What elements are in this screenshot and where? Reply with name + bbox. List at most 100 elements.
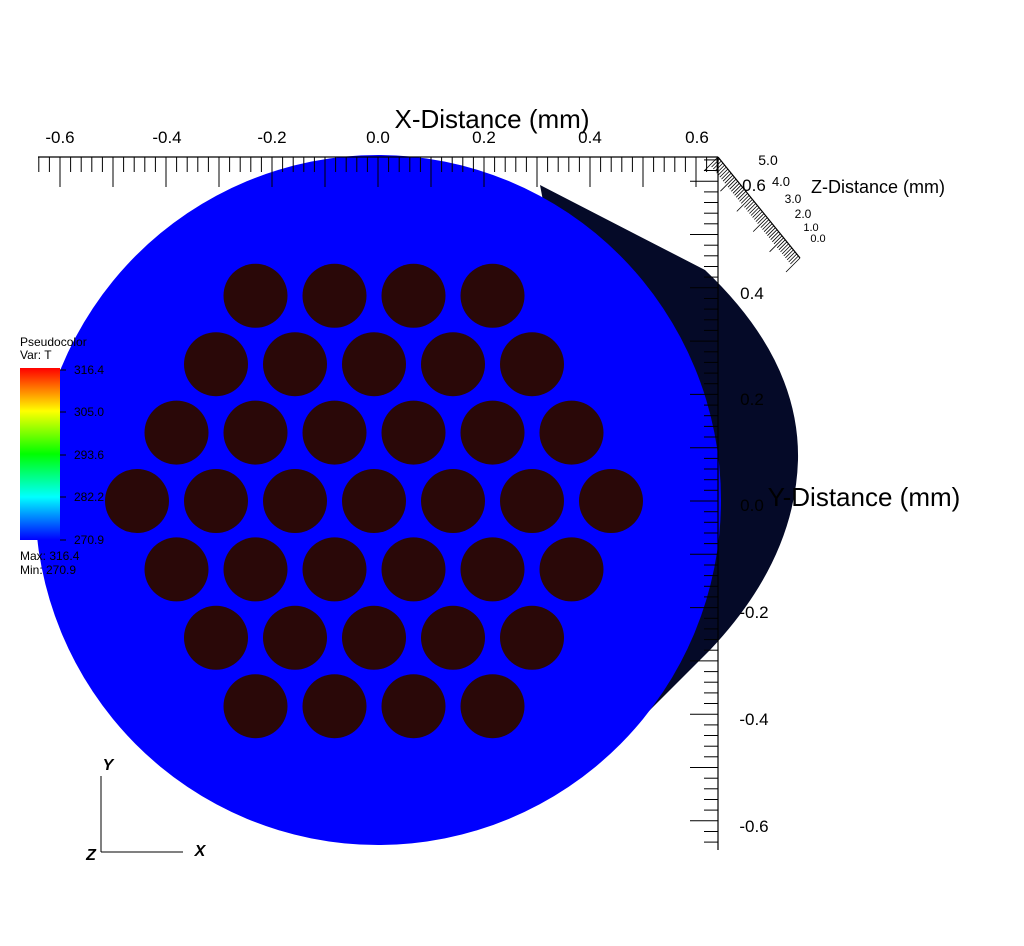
z-axis-tick — [724, 174, 734, 184]
z-axis-tick — [765, 225, 775, 234]
fiber-cross-section — [421, 605, 485, 670]
z-axis-tick — [722, 172, 732, 182]
z-axis-tick — [752, 217, 768, 232]
legend-plot-type: Pseudocolor — [20, 335, 87, 349]
legend-tick-label: 282.2 — [74, 490, 104, 504]
legend-min: Min: 270.9 — [20, 563, 76, 577]
z-axis-tick — [739, 193, 748, 202]
z-axis-tick — [727, 178, 737, 188]
z-tick-label: 4.0 — [772, 174, 790, 189]
x-tick-label: 0.2 — [472, 128, 496, 147]
z-axis-tick — [740, 195, 750, 204]
fiber-cross-section — [144, 537, 209, 602]
fiber-cross-section — [539, 537, 604, 602]
fiber-cross-section — [223, 674, 288, 739]
x-tick-label: -0.2 — [257, 128, 286, 147]
legend-tick-label: 305.0 — [74, 405, 104, 419]
z-axis-tick — [783, 247, 793, 257]
x-axis-ticks — [38, 157, 718, 187]
fiber-cross-section — [500, 605, 564, 670]
x-tick-label: 0.0 — [366, 128, 390, 147]
z-axis-tick — [713, 160, 722, 170]
x-axis-title: X-Distance (mm) — [394, 104, 589, 134]
fiber-cross-section — [184, 469, 248, 533]
z-axis-tick — [781, 245, 791, 255]
x-tick-label: 0.4 — [578, 128, 602, 147]
z-axis-tick — [788, 253, 797, 263]
fiber-cross-section — [342, 332, 406, 397]
z-axis-tick — [703, 156, 719, 172]
z-axis-tick — [750, 207, 760, 216]
z-axis-tick — [776, 239, 786, 249]
z-axis-tick — [734, 187, 743, 196]
fiber-cross-section — [381, 263, 446, 328]
fiber-cross-section — [381, 674, 446, 739]
triad-x-label: X — [194, 843, 207, 860]
fiber-cross-section — [223, 263, 288, 328]
fiber-cross-section — [460, 263, 525, 328]
z-tick-label: 0.0 — [810, 233, 825, 245]
fiber-cross-section — [500, 469, 564, 533]
z-tick-label: 3.0 — [785, 192, 802, 206]
y-tick-label: 0.4 — [740, 284, 764, 303]
z-axis-tick — [757, 215, 766, 224]
z-axis-tick — [720, 176, 735, 192]
z-axis-tick — [769, 237, 784, 253]
fiber-cross-section — [539, 400, 604, 465]
z-tick-label: 1.0 — [803, 222, 818, 234]
z-axis-tick — [752, 209, 761, 218]
fiber-cross-section — [500, 332, 564, 397]
fiber-cross-section — [263, 605, 327, 670]
y-tick-label: -0.2 — [739, 603, 768, 622]
fiber-cross-section — [460, 400, 525, 465]
z-axis-tick — [735, 189, 745, 198]
z-axis-tick — [770, 231, 779, 240]
fiber-cross-section — [421, 332, 485, 397]
z-axis-tick — [732, 185, 742, 194]
triad-y-label: Y — [103, 757, 115, 774]
z-axis-tick — [711, 158, 720, 168]
y-tick-label: -0.6 — [739, 817, 768, 836]
x-tick-label: 0.6 — [685, 128, 709, 147]
z-axis-tick — [716, 164, 725, 174]
fiber-cross-section — [421, 469, 485, 533]
z-axis-tick — [729, 180, 738, 190]
z-axis-tick — [749, 205, 758, 214]
fiber-cross-section — [263, 469, 327, 533]
legend-max: Max: 316.4 — [20, 549, 80, 563]
z-axis-tick — [745, 201, 755, 210]
z-axis-tick — [763, 223, 773, 232]
fiber-cross-section — [223, 537, 288, 602]
z-axis-tick — [737, 191, 747, 200]
z-axis-tick — [773, 235, 783, 245]
fiber-cross-section — [460, 674, 525, 739]
z-axis-tick — [714, 162, 724, 172]
z-axis-tick — [754, 211, 763, 220]
y-axis-ticks — [690, 159, 718, 843]
fiber-cross-section — [381, 537, 446, 602]
fiber-cross-section — [302, 400, 367, 465]
z-axis-tick — [767, 227, 776, 236]
fiber-cross-section — [105, 469, 169, 533]
fiber-cross-section — [302, 537, 367, 602]
orientation-triad: Y X Z — [85, 757, 207, 864]
z-axis-tick — [785, 249, 794, 259]
z-axis-tick — [717, 166, 727, 176]
fiber-cross-section — [342, 605, 406, 670]
fiber-cross-section — [460, 537, 525, 602]
fiber-cross-section — [579, 469, 643, 533]
x-tick-label: -0.4 — [152, 128, 181, 147]
z-axis-tick — [762, 221, 771, 230]
z-axis-tick — [768, 229, 778, 238]
x-axis: X-Distance (mm) -0.6 -0.4 -0.2 0.0 0.2 0… — [38, 104, 718, 187]
fiber-cross-section — [381, 400, 446, 465]
z-axis-tick — [785, 257, 801, 273]
fiber-cross-section — [302, 263, 367, 328]
z-axis-tick — [747, 203, 756, 212]
legend-tick-label: 316.4 — [74, 363, 104, 377]
fiber-cross-section — [263, 332, 327, 397]
y-tick-label: 0.6 — [742, 176, 766, 195]
legend-colorbar — [20, 368, 60, 540]
fiber-cross-section — [302, 674, 367, 739]
